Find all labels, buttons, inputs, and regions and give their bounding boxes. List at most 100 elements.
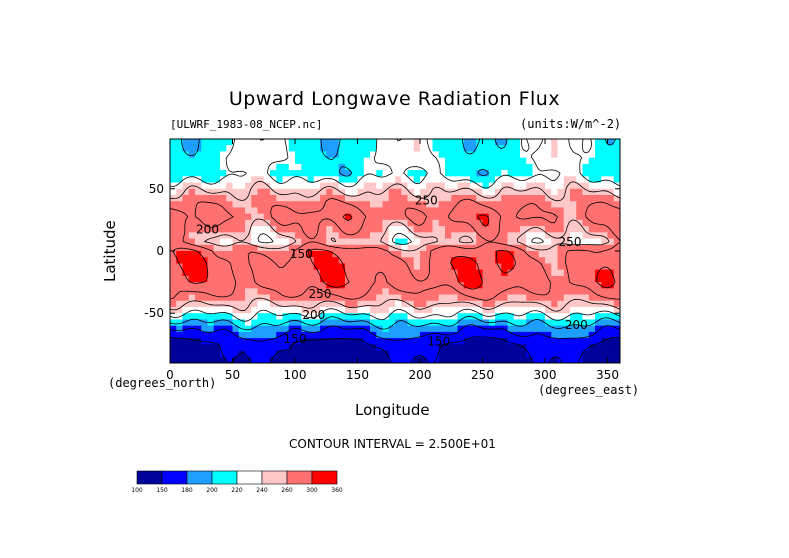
field-cell <box>226 139 233 146</box>
field-cell <box>557 344 565 351</box>
field-cell <box>338 294 346 302</box>
field-cell <box>195 188 202 196</box>
field-cell <box>295 275 302 283</box>
field-cell <box>326 170 333 177</box>
field-cell <box>213 251 221 258</box>
field-cell <box>513 201 521 208</box>
field-cell <box>563 350 571 358</box>
field-cell <box>357 288 365 295</box>
field-cell <box>495 356 502 363</box>
field-cell <box>307 307 315 314</box>
field-cell <box>170 163 177 171</box>
field-cell <box>251 244 258 252</box>
field-cell <box>588 275 596 283</box>
field-cell <box>488 282 496 289</box>
field-cell <box>495 338 502 345</box>
field-cell <box>551 294 558 302</box>
field-cell <box>407 325 415 333</box>
field-cell <box>413 331 421 339</box>
field-cell <box>295 300 302 308</box>
field-cell <box>588 313 596 320</box>
field-cell <box>538 338 546 345</box>
field-cell <box>388 232 396 239</box>
field-cell <box>613 300 620 308</box>
field-cell <box>201 307 208 314</box>
field-cell <box>463 275 471 283</box>
field-cell <box>595 170 602 177</box>
field-cell <box>276 226 283 233</box>
field-cell <box>557 145 565 152</box>
field-cell <box>388 139 396 146</box>
field-cell <box>570 195 577 202</box>
field-cell <box>545 294 552 302</box>
field-cell <box>607 356 615 363</box>
field-cell <box>282 213 290 221</box>
field-cell <box>413 213 421 221</box>
field-cell <box>432 188 440 196</box>
field-cell <box>207 307 215 314</box>
field-cell <box>251 176 258 183</box>
field-cell <box>357 170 365 177</box>
field-cell <box>595 263 602 271</box>
field-cell <box>251 232 258 239</box>
field-cell <box>313 282 321 289</box>
field-cell <box>507 294 515 302</box>
field-cell <box>463 307 471 314</box>
field-cell <box>363 139 371 146</box>
field-cell <box>526 157 533 165</box>
field-cell <box>545 269 552 277</box>
field-cell <box>426 238 433 246</box>
field-cell <box>363 282 371 289</box>
field-cell <box>238 151 246 159</box>
field-cell <box>420 151 427 159</box>
field-cell <box>226 195 233 202</box>
field-cell <box>545 263 552 271</box>
field-cell <box>445 201 452 208</box>
field-cell <box>526 350 533 358</box>
field-cell <box>207 294 215 302</box>
field-cell <box>257 232 265 239</box>
field-cell <box>513 269 521 277</box>
field-cell <box>407 219 415 227</box>
field-cell <box>226 344 233 351</box>
field-cell <box>426 244 433 252</box>
field-cell <box>526 331 533 339</box>
field-cell <box>313 151 321 159</box>
field-cell <box>195 319 202 327</box>
field-cell <box>382 238 390 246</box>
field-cell <box>532 282 540 289</box>
field-cell <box>432 244 440 252</box>
field-cell <box>388 238 396 246</box>
field-cell <box>226 244 233 252</box>
colorbar-swatch <box>311 470 338 485</box>
field-cell <box>582 344 590 351</box>
field-cell <box>326 226 333 233</box>
field-cell <box>270 145 277 152</box>
field-cell <box>195 176 202 183</box>
field-cell <box>401 356 408 363</box>
field-cell <box>407 139 415 146</box>
field-cell <box>582 263 590 271</box>
field-cell <box>176 232 183 239</box>
field-cell <box>401 307 408 314</box>
field-cell <box>201 170 208 177</box>
field-cell <box>526 232 533 239</box>
field-cell <box>382 313 390 320</box>
field-cell <box>501 219 508 227</box>
field-cell <box>595 251 602 258</box>
field-cell <box>276 257 283 264</box>
field-cell <box>488 269 496 277</box>
field-cell <box>470 157 477 165</box>
field-cell <box>220 331 227 339</box>
field-cell <box>601 331 608 339</box>
field-cell <box>595 151 602 159</box>
field-cell <box>276 307 283 314</box>
field-cell <box>207 157 215 165</box>
field-cell <box>376 182 383 190</box>
field-cell <box>457 182 465 190</box>
field-cell <box>582 188 590 196</box>
field-cell <box>532 182 540 190</box>
field-cell <box>576 151 583 159</box>
field-cell <box>582 157 590 165</box>
field-cell <box>482 331 490 339</box>
